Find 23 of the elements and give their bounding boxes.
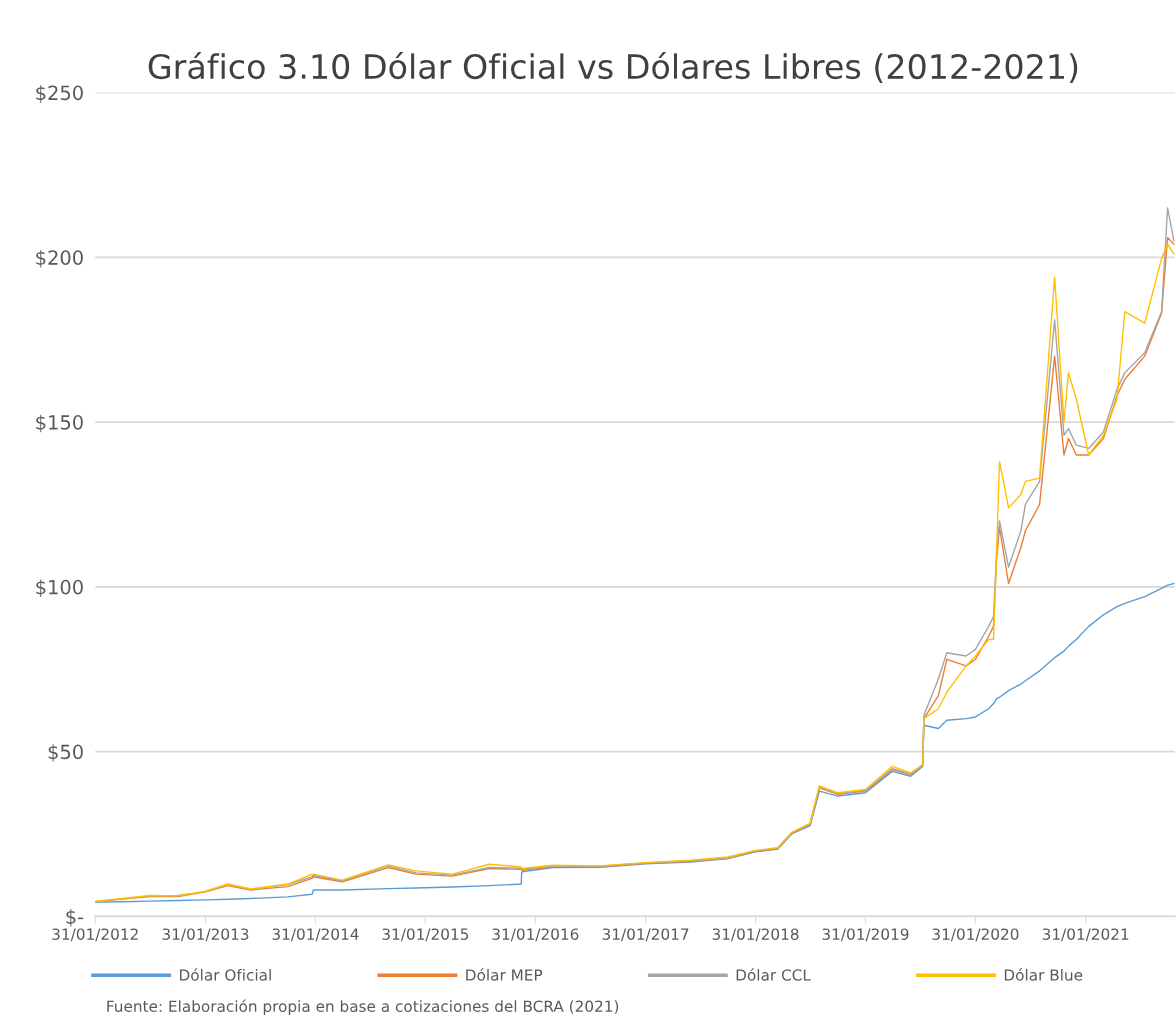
x-tick-label: 31/01/2020 xyxy=(932,928,1019,942)
y-tick-label: $50 xyxy=(48,744,83,762)
x-tick-label: 31/01/2018 xyxy=(712,928,799,942)
chart-title: Gráfico 3.10 Dólar Oficial vs Dólares Libres (2012-2021) xyxy=(148,52,1078,84)
y-tick-label: $150 xyxy=(36,414,83,433)
y-tick-label: $250 xyxy=(36,85,83,103)
source-note: Fuente: Elaboración propia en base a cotizaciones del BCRA (2021) xyxy=(107,999,619,1015)
x-tick-label: 31/01/2021 xyxy=(1042,928,1129,942)
legend-label: Dólar CCL xyxy=(736,968,811,981)
x-tick-label: 31/01/2019 xyxy=(822,928,909,942)
line-series xyxy=(95,582,1175,903)
x-tick-label: 31/01/2017 xyxy=(602,928,689,942)
x-tick-label: 31/01/2013 xyxy=(162,928,249,942)
y-tick-label: $100 xyxy=(36,579,83,598)
legend-label: Dólar Oficial xyxy=(180,968,271,981)
x-tick-label: 31/01/2015 xyxy=(382,928,469,942)
legend-label: Dólar Blue xyxy=(1004,968,1083,981)
x-tick-label: 31/01/2012 xyxy=(52,928,138,942)
x-tick-label: 31/01/2016 xyxy=(492,928,579,942)
x-tick-label: 31/01/2014 xyxy=(272,928,359,942)
y-tick-label: $- xyxy=(66,908,84,927)
legend-label: Dólar MEP xyxy=(466,968,543,981)
y-tick-label: $200 xyxy=(36,249,83,268)
